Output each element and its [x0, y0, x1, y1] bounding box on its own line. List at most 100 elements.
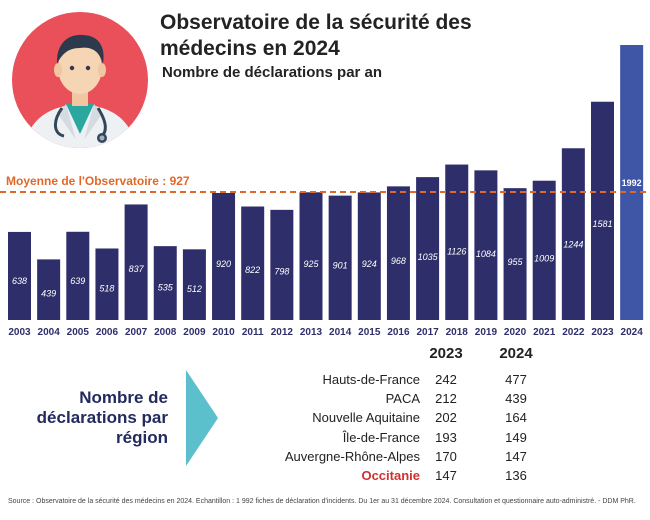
region-value-2023: 212: [435, 391, 457, 407]
bar-value-label: 518: [99, 284, 114, 294]
region-section-heading: Nombre de déclarations par région: [36, 388, 168, 447]
bar-value-label: 638: [12, 276, 27, 286]
bar-2007: [124, 204, 148, 320]
region-name: PACA: [385, 391, 420, 407]
bar-2013: [299, 192, 323, 320]
x-tick-label: 2012: [271, 327, 294, 338]
bar-2005: [66, 231, 90, 320]
x-tick-label: 2004: [38, 327, 61, 338]
region-value-2023: 193: [435, 429, 457, 445]
region-value-2023: 170: [435, 448, 457, 464]
x-tick-label: 2003: [8, 327, 31, 338]
page-title: Observatoire de la sécurité des médecins…: [160, 11, 472, 60]
region-name: Île-de-France: [342, 429, 420, 445]
doctor-icon: [10, 10, 150, 155]
bar-value-label: 535: [158, 283, 174, 293]
region-value-2023: 202: [435, 410, 457, 426]
bar-2016: [386, 186, 410, 320]
bar-2003: [8, 231, 31, 320]
bar-2015: [357, 192, 381, 320]
region-name: Hauts-de-France: [322, 372, 420, 387]
bar-2006: [95, 248, 119, 320]
bar-2018: [445, 164, 469, 320]
x-tick-label: 2009: [183, 327, 206, 338]
bar-2008: [153, 246, 177, 320]
bar-value-label: 924: [362, 259, 377, 269]
bar-value-label: 439: [41, 288, 56, 298]
x-tick-label: 2022: [562, 327, 585, 338]
region-value-2024: 477: [505, 372, 527, 387]
x-tick-label: 2023: [591, 327, 614, 338]
x-tick-label: 2021: [533, 327, 556, 338]
bar-2021: [532, 180, 556, 320]
bar-value-label: 822: [245, 265, 260, 275]
x-tick-label: 2024: [621, 327, 644, 338]
bar-value-label: 1009: [534, 254, 554, 264]
bar-value-label: 920: [216, 259, 231, 269]
x-tick-label: 2019: [475, 327, 498, 338]
region-value-2024: 439: [505, 391, 527, 407]
region-value-2023: 147: [435, 468, 457, 483]
region-row: Auvergne-Rhône-Alpes 170 147: [230, 449, 560, 468]
region-row: Occitanie 147 136: [230, 468, 560, 487]
bar-2009: [182, 249, 206, 320]
bar-value-label: 837: [129, 264, 145, 274]
column-header-2024: 2024: [499, 345, 533, 362]
bar-2020: [503, 188, 527, 320]
bar-2017: [416, 177, 440, 320]
x-tick-label: 2008: [154, 327, 177, 338]
bar-value-label: 1581: [592, 219, 612, 229]
bar-2019: [474, 170, 498, 320]
region-name: Occitanie: [361, 468, 420, 483]
bar-value-label: 1244: [563, 239, 583, 249]
bar-value-label: 1084: [476, 249, 496, 259]
bar-2022: [561, 148, 585, 320]
bar-2012: [270, 209, 294, 320]
bar-value-label: 955: [508, 257, 524, 267]
bar-value-label: 968: [391, 256, 406, 266]
bar-value-label: 1992: [622, 178, 642, 188]
bar-2010: [212, 192, 236, 320]
page-subtitle: Nombre de déclarations par an: [162, 64, 383, 81]
bar-value-label: 901: [333, 260, 348, 270]
region-row: Nouvelle Aquitaine 202 164: [230, 410, 560, 429]
region-row: Île-de-France 193 149: [230, 430, 560, 449]
region-value-2024: 136: [505, 468, 527, 483]
bar-value-label: 1035: [418, 252, 439, 262]
column-header-2023: 2023: [429, 345, 463, 362]
bar-2023: [591, 101, 614, 320]
bar-2014: [328, 195, 352, 320]
bar-value-label: 1126: [447, 247, 466, 257]
x-tick-label: 2013: [300, 327, 323, 338]
x-tick-label: 2014: [329, 327, 352, 338]
average-label: Moyenne de l'Observatoire : 927: [6, 174, 190, 188]
region-value-2023: 242: [435, 372, 457, 387]
x-tick-label: 2018: [446, 327, 469, 338]
bar-chart: 638 439 639 518 837 535 512 920 822 798 925 901 924 9…: [0, 45, 650, 338]
x-tick-label: 2006: [96, 327, 119, 338]
bar-2024: [620, 45, 644, 320]
region-name: Auvergne-Rhône-Alpes: [284, 448, 420, 464]
x-tick-label: 2005: [67, 327, 90, 338]
bar-value-label: 798: [274, 267, 289, 277]
x-tick-label: 2020: [504, 327, 527, 338]
region-name: Nouvelle Aquitaine: [312, 410, 420, 426]
x-tick-label: 2011: [242, 327, 264, 338]
bar-value-label: 639: [70, 276, 85, 286]
region-value-2024: 164: [505, 410, 527, 426]
region-value-2024: 147: [505, 448, 527, 464]
arrow-right-icon: [186, 370, 218, 471]
x-tick-label: 2015: [358, 327, 381, 338]
region-row: Hauts-de-France 242 477: [230, 372, 560, 391]
x-tick-label: 2010: [212, 327, 235, 338]
bar-2004: [37, 259, 61, 320]
bar-value-label: 925: [303, 259, 319, 269]
x-tick-label: 2016: [387, 327, 410, 338]
x-tick-label: 2007: [125, 327, 148, 338]
region-value-2024: 149: [505, 429, 527, 445]
source-footnote: Source : Observatoire de la sécurité des…: [8, 498, 636, 505]
region-row: PACA 212 439: [230, 391, 560, 410]
bar-value-label: 512: [187, 284, 202, 294]
bar-2011: [241, 206, 265, 320]
x-tick-label: 2017: [416, 327, 439, 338]
